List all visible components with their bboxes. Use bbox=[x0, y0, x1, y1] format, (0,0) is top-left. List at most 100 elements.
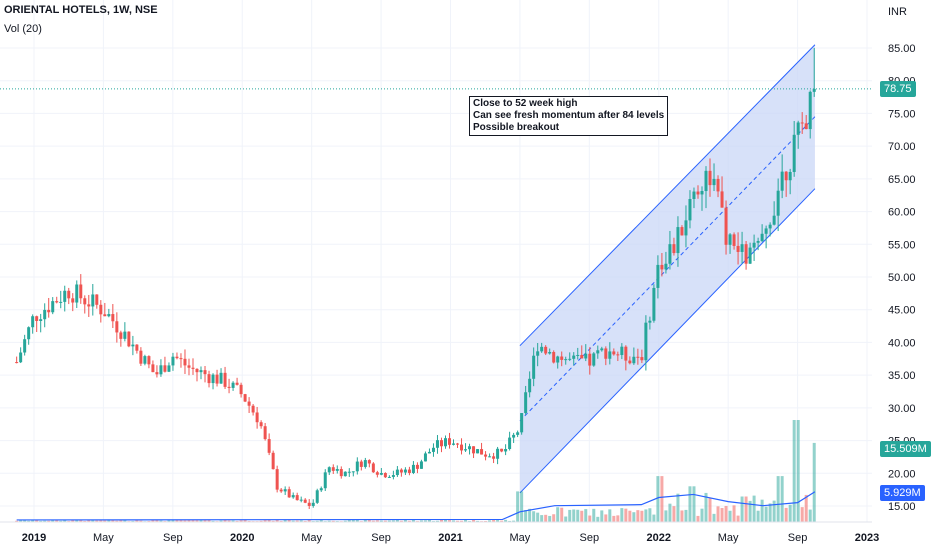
volume-bar bbox=[656, 476, 660, 522]
volume-bar bbox=[620, 508, 624, 522]
candle-body bbox=[464, 449, 468, 451]
candle-body bbox=[175, 356, 179, 359]
candle-body bbox=[748, 247, 752, 264]
volume-indicator-label[interactable]: Vol (20) bbox=[4, 23, 42, 35]
candle-body bbox=[187, 365, 191, 368]
volume-bar bbox=[183, 520, 187, 522]
volume-bar bbox=[71, 520, 75, 522]
volume-bar bbox=[688, 486, 692, 522]
volume-bar bbox=[107, 519, 111, 522]
candle-body bbox=[768, 224, 772, 229]
candle-body bbox=[139, 350, 143, 364]
candle-body bbox=[648, 320, 652, 323]
candle-body bbox=[431, 447, 435, 452]
price-tick-label: 45.00 bbox=[888, 305, 916, 317]
volume-bar bbox=[596, 516, 600, 522]
volume-bar bbox=[419, 520, 423, 522]
candle-body bbox=[532, 355, 536, 379]
volume-bar bbox=[708, 497, 712, 522]
candle-body bbox=[83, 298, 87, 305]
volume-bar bbox=[15, 520, 19, 522]
candle-body bbox=[379, 473, 383, 475]
candle-body bbox=[231, 382, 235, 388]
candle-body bbox=[644, 322, 648, 361]
volume-bar bbox=[75, 520, 79, 522]
candle-body bbox=[87, 304, 91, 307]
candle-body bbox=[704, 170, 708, 192]
volume-ma-line bbox=[16, 491, 816, 521]
volume-bar bbox=[808, 509, 812, 522]
volume-bar bbox=[83, 520, 87, 522]
time-tick-label: 2020 bbox=[230, 532, 254, 544]
volume-bar bbox=[191, 519, 195, 522]
candle-body bbox=[71, 298, 75, 303]
candle-body bbox=[552, 352, 556, 363]
time-tick-label: May bbox=[510, 532, 531, 544]
candle-body bbox=[223, 372, 227, 387]
volume-bar bbox=[548, 515, 552, 522]
candle-body bbox=[199, 370, 203, 373]
candle-body bbox=[267, 439, 271, 453]
volume-bar bbox=[299, 520, 303, 522]
volume-bar bbox=[528, 508, 532, 522]
time-tick-label: May bbox=[301, 532, 322, 544]
volume-bar bbox=[752, 495, 756, 522]
volume-bar bbox=[55, 519, 59, 522]
volume-bar bbox=[772, 500, 776, 522]
candle-body bbox=[652, 287, 656, 321]
volume-bar bbox=[520, 491, 524, 522]
volume-bar bbox=[652, 514, 656, 522]
volume-bar bbox=[680, 510, 684, 522]
volume-bar bbox=[768, 503, 772, 522]
volume-bar bbox=[536, 512, 540, 522]
candle-body bbox=[772, 215, 776, 225]
candle-body bbox=[536, 351, 540, 356]
volume-bar bbox=[199, 519, 203, 522]
price-tick-label: 30.00 bbox=[888, 403, 916, 415]
candle-body bbox=[468, 446, 472, 450]
volume-bar bbox=[500, 520, 504, 522]
candle-body bbox=[407, 469, 411, 473]
volume-bar bbox=[427, 519, 431, 522]
candle-body bbox=[39, 319, 43, 321]
candle-body bbox=[572, 355, 576, 359]
volume-bar bbox=[756, 510, 760, 522]
annotation-box[interactable]: Close to 52 week high Can see fresh mome… bbox=[469, 96, 669, 136]
candle-body bbox=[403, 469, 407, 473]
volume-bar bbox=[672, 506, 676, 522]
volume-bar bbox=[99, 519, 103, 522]
volume-bar bbox=[640, 510, 644, 522]
volume-bar bbox=[379, 520, 383, 522]
candle-body bbox=[592, 353, 596, 366]
candle-body bbox=[676, 227, 680, 254]
volume-bars bbox=[15, 420, 816, 522]
candle-body bbox=[59, 301, 63, 303]
candle-body bbox=[255, 412, 259, 423]
volume-bar bbox=[399, 520, 403, 522]
volume-bar bbox=[560, 507, 564, 522]
volume-bar bbox=[660, 476, 664, 522]
volume-bar bbox=[79, 520, 83, 522]
time-tick-label: Sep bbox=[163, 532, 183, 544]
volume-bar bbox=[472, 519, 476, 522]
volume-bar bbox=[552, 514, 556, 522]
candle-body bbox=[31, 316, 35, 328]
candle-body bbox=[335, 469, 339, 471]
candle-body bbox=[115, 321, 119, 333]
candle-body bbox=[504, 449, 508, 452]
candle-body bbox=[399, 469, 403, 473]
volume-bar bbox=[516, 491, 520, 522]
time-tick-label: Sep bbox=[788, 532, 808, 544]
volume-bar bbox=[271, 520, 275, 522]
volume-bar bbox=[732, 505, 736, 522]
volume-bar bbox=[616, 515, 620, 522]
volume-bar bbox=[375, 520, 379, 522]
annotation-line-3: Possible breakout bbox=[473, 122, 560, 133]
volume-bar bbox=[231, 520, 235, 522]
volume-bar bbox=[39, 520, 43, 522]
volume-bar bbox=[800, 507, 804, 522]
candle-body bbox=[548, 352, 552, 354]
volume-bar bbox=[684, 509, 688, 522]
volume-bar bbox=[347, 519, 351, 522]
